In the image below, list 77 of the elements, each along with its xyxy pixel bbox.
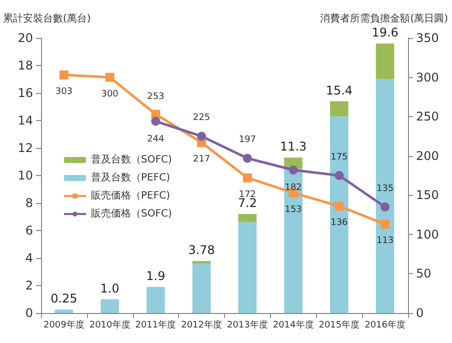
total-label: 3.78 (188, 243, 215, 258)
total-label: 1.9 (146, 268, 166, 283)
point (242, 154, 252, 163)
y-tick-label: 4 (25, 251, 33, 265)
y2-axis-title: 消費者所需負擔金額(萬日圓) (320, 12, 448, 24)
total-label: 11.3 (280, 140, 307, 154)
y-tick-label: 0 (25, 306, 33, 320)
legend-label: 普及台数（PEFC) (91, 172, 170, 184)
y2-tick-label: 350 (416, 31, 439, 45)
point (242, 173, 252, 182)
point (151, 110, 160, 119)
bar (54, 310, 74, 313)
point (59, 70, 68, 80)
data-label: 113 (376, 236, 394, 246)
point (151, 116, 160, 126)
y-tick-label: 10 (18, 168, 33, 182)
bar (376, 44, 394, 80)
y-axis-title: 累計安裝台數(萬台) (3, 12, 91, 24)
total-label: 7.2 (238, 196, 257, 210)
y-tick-label: 6 (25, 224, 33, 238)
legend-label: 普及台数（SOFC) (91, 154, 172, 166)
bar (238, 222, 257, 313)
y2-tick-label: 50 (416, 266, 432, 281)
point (380, 202, 390, 212)
data-label: 153 (284, 204, 302, 215)
total-label: 19.6 (372, 26, 398, 40)
y2-tick-label: 0 (416, 306, 424, 320)
y-tick-label: 8 (25, 196, 33, 210)
point (380, 220, 390, 229)
data-label: 175 (330, 152, 348, 162)
point (197, 132, 206, 141)
y-tick-label: 20 (18, 31, 33, 45)
data-label: 197 (238, 135, 256, 146)
y-tick-label: 12 (18, 141, 33, 155)
data-label: 300 (101, 89, 119, 100)
total-label: 1.0 (100, 281, 120, 296)
y2-tick-label: 300 (416, 70, 439, 84)
x-tick-label: 2012年度 (181, 320, 222, 330)
x-tick-label: 2010年度 (89, 320, 130, 330)
y2-tick-label: 250 (416, 110, 439, 124)
y-tick-label: 14 (18, 114, 33, 128)
bar (100, 299, 119, 313)
x-tick-label: 2014年度 (272, 320, 314, 330)
bar (238, 214, 257, 222)
bar (376, 79, 394, 313)
bar (192, 261, 211, 264)
legend-label: 販売価格（PEFC) (91, 190, 170, 202)
y-tick-label: 16 (18, 86, 33, 100)
x-tick-label: 2009年度 (43, 320, 84, 330)
bar (192, 264, 211, 313)
point (105, 72, 114, 82)
point (334, 171, 344, 180)
data-label: 303 (55, 86, 73, 97)
y2-tick-label: 100 (416, 227, 439, 242)
legend-label: 販売価格（SOFC) (91, 208, 172, 220)
data-label: 217 (192, 154, 210, 164)
point (288, 166, 298, 174)
data-label: 136 (330, 218, 348, 228)
bar (330, 116, 348, 313)
total-label: 15.4 (326, 83, 353, 98)
data-label: 135 (376, 184, 394, 194)
data-label: 225 (192, 113, 210, 124)
x-tick-label: 2015年度 (318, 320, 360, 330)
total-label: 0.25 (50, 292, 78, 306)
bar (284, 168, 302, 313)
x-tick-label: 2016年度 (364, 320, 406, 330)
x-tick-label: 2011年度 (135, 320, 176, 330)
data-label: 244 (147, 134, 165, 144)
point (334, 202, 344, 211)
data-label: 253 (147, 92, 164, 102)
y2-tick-label: 150 (416, 188, 439, 202)
y2-tick-label: 200 (416, 148, 439, 163)
bar (330, 101, 348, 116)
y-tick-label: 18 (18, 58, 33, 72)
x-tick-label: 2013年度 (226, 320, 268, 330)
y-tick-label: 2 (25, 278, 33, 292)
bar (146, 286, 165, 313)
